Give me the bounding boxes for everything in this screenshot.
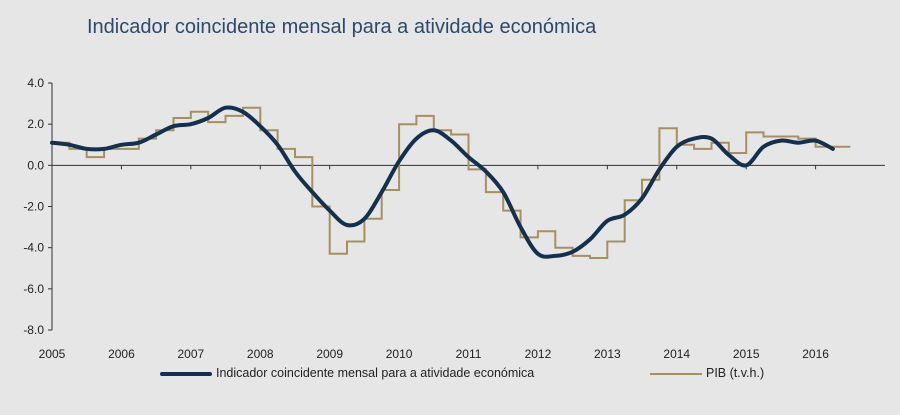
x-tick-label: 2011 [456,347,482,361]
legend-label-pib: PIB (t.v.h.) [706,366,765,380]
chart-title: Indicador coincidente mensal para a ativ… [87,16,597,38]
x-tick-label: 2016 [802,347,829,361]
series-layer [50,105,851,259]
series-indicator-line [50,105,835,259]
x-tick-labels: 2005 2006 2007 2008 2009 2010 2011 2012 2013 2014… [39,347,830,361]
legend-label-indicator: Indicador coincidente mensal para a ativ… [216,366,535,380]
x-tick-label: 2008 [247,347,274,361]
y-tick-label: -8.0 [23,323,44,337]
legend-item-pib: PIB (t.v.h.) [650,366,764,380]
y-tick-label: -4.0 [23,241,44,255]
x-tick-label: 2009 [316,347,343,361]
x-tick-label: 2006 [108,347,135,361]
y-tick-label: 0.0 [27,158,44,172]
x-tick-label: 2005 [39,347,66,361]
x-tick-label: 2012 [525,347,552,361]
y-tick-label: 2.0 [27,117,44,131]
x-tick-label: 2010 [386,347,413,361]
series-pib-line [52,106,851,259]
y-tick-label: -2.0 [23,200,44,214]
legend-item-indicator: Indicador coincidente mensal para a ativ… [160,366,534,380]
legend-swatch-pib [650,372,702,375]
x-tick-label: 2013 [594,347,621,361]
x-tick-label: 2014 [663,347,690,361]
legend-swatch-indicator [160,371,212,376]
y-tick-labels: 4.0 2.0 0.0 -2.0 -4.0 -6.0 -8.0 [23,76,44,337]
y-tick-label: 4.0 [27,76,44,90]
y-tick-label: -6.0 [23,282,44,296]
x-tick-label: 2015 [733,347,760,361]
x-tick-label: 2007 [177,347,204,361]
